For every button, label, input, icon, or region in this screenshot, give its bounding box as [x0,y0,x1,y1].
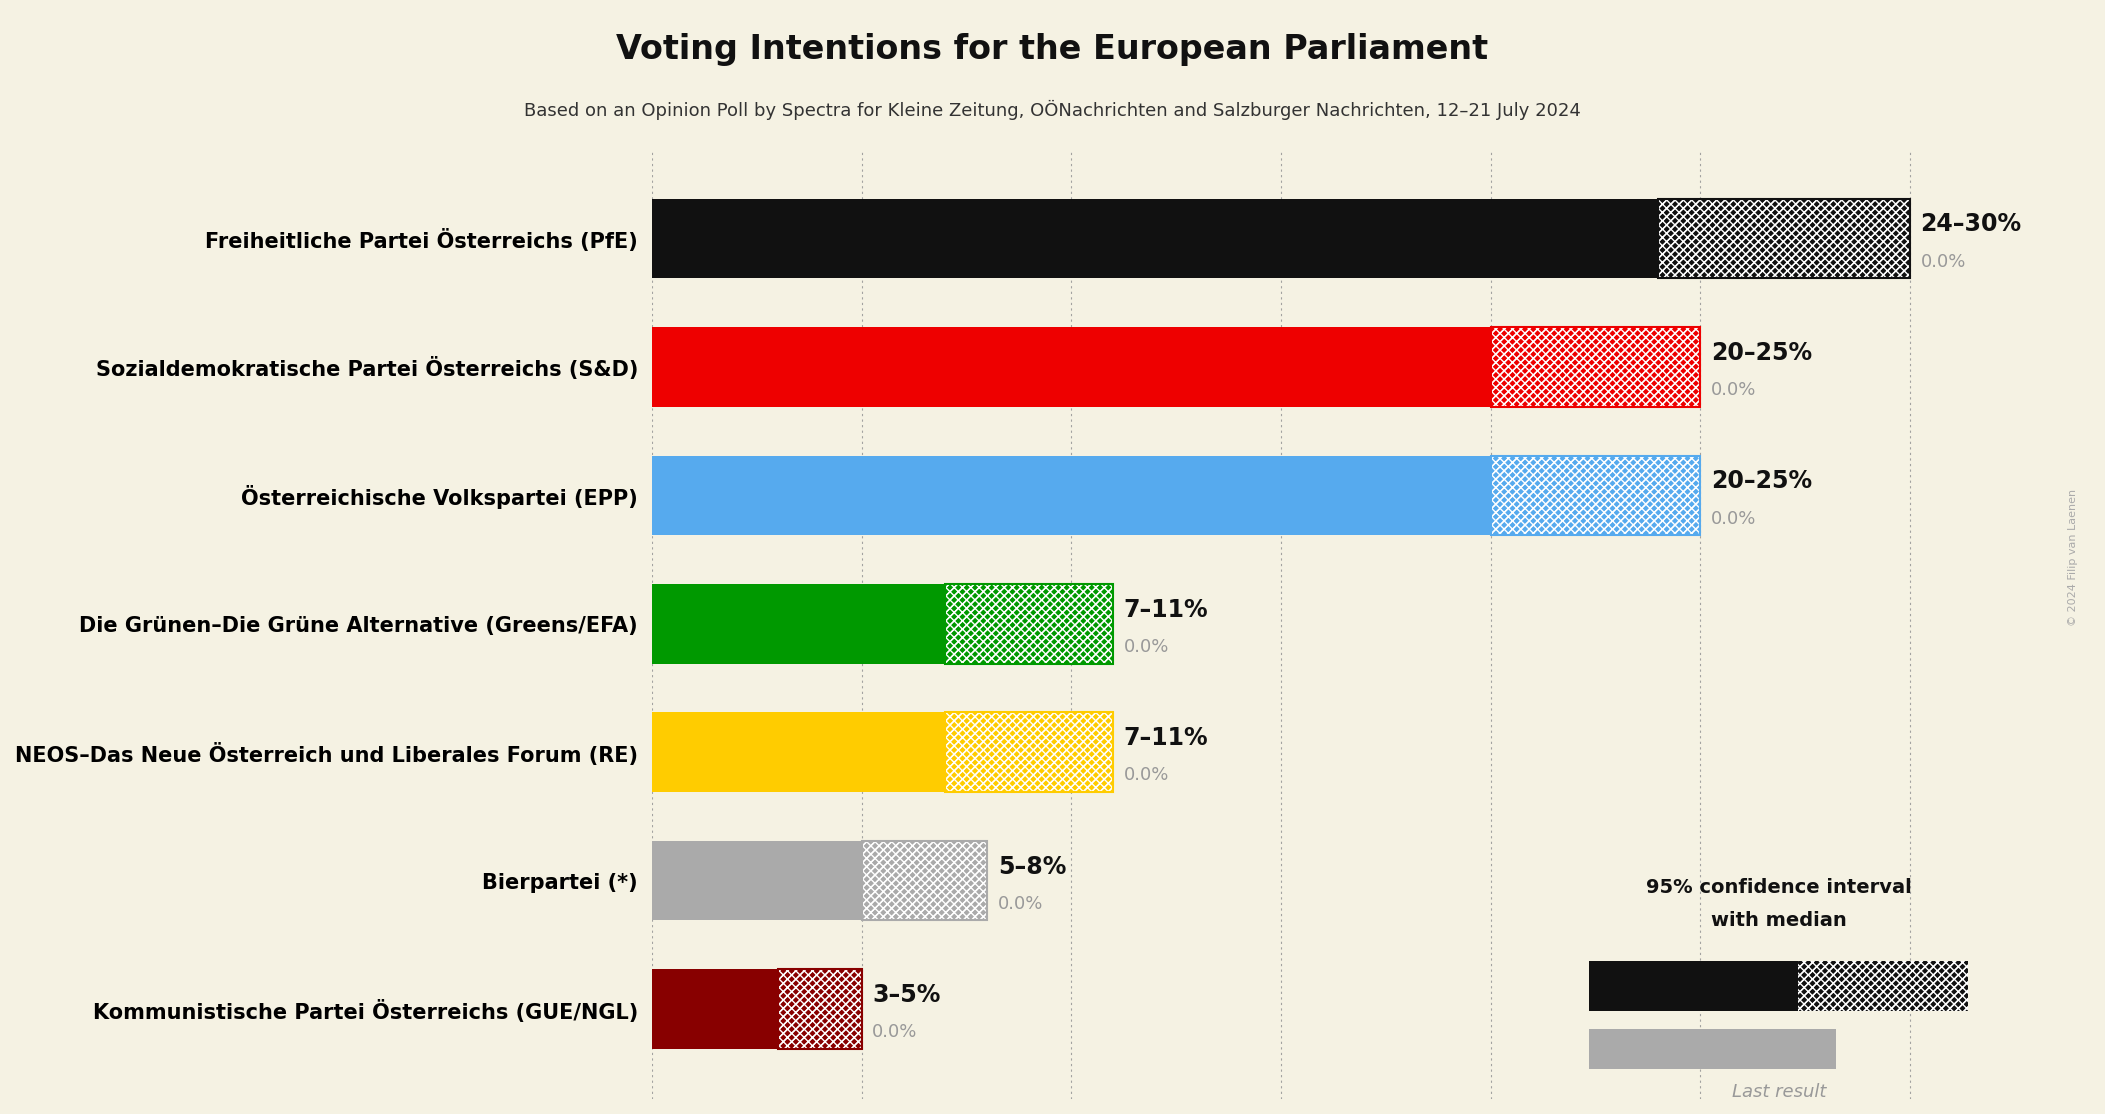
Text: 24–30%: 24–30% [1920,213,2021,236]
Bar [653,198,1659,278]
Bar [777,969,861,1049]
Bar [945,584,1114,664]
Text: 20–25%: 20–25% [1711,341,1812,365]
Bar [861,841,987,920]
Bar [653,841,861,920]
Bar [777,969,861,1049]
Text: 0.0%: 0.0% [1124,766,1168,784]
Bar [1589,1029,1836,1069]
Bar [1490,328,1701,407]
Bar [945,584,1114,664]
Text: 0.0%: 0.0% [998,895,1044,912]
Text: 7–11%: 7–11% [1124,598,1208,622]
Bar [945,713,1114,792]
Bar [1490,456,1701,535]
Text: 0.0%: 0.0% [1124,638,1168,656]
Text: 0.0%: 0.0% [1711,381,1756,399]
Bar [653,456,1490,535]
Bar [1589,960,1798,1012]
Bar [861,841,987,920]
Bar [653,713,945,792]
Bar [1798,960,1968,1012]
Text: 0.0%: 0.0% [1711,509,1756,528]
Bar [861,841,987,920]
Bar [777,969,861,1049]
Bar [945,713,1114,792]
Text: © 2024 Filip van Laenen: © 2024 Filip van Laenen [2069,488,2078,626]
Bar [1798,960,1968,1012]
Bar [945,713,1114,792]
Text: Voting Intentions for the European Parliament: Voting Intentions for the European Parli… [617,33,1488,67]
Bar [945,584,1114,664]
Text: 5–8%: 5–8% [998,854,1067,879]
Text: Last result: Last result [1732,1083,1825,1101]
Bar [1490,328,1701,407]
Text: 3–5%: 3–5% [871,983,941,1007]
Text: 0.0%: 0.0% [1920,253,1966,271]
Bar [653,969,777,1049]
Bar [1490,456,1701,535]
Bar [1490,456,1701,535]
Text: 0.0%: 0.0% [871,1024,918,1042]
Bar [653,328,1490,407]
Bar [653,584,945,664]
Text: Based on an Opinion Poll by Spectra for Kleine Zeitung, OÖNachrichten and Salzbu: Based on an Opinion Poll by Spectra for … [524,100,1581,120]
Bar [1659,198,1909,278]
Bar [1659,198,1909,278]
Text: with median: with median [1711,911,1846,930]
Text: 95% confidence interval: 95% confidence interval [1646,878,1911,897]
Text: 7–11%: 7–11% [1124,726,1208,750]
Bar [1659,198,1909,278]
Text: 20–25%: 20–25% [1711,469,1812,494]
Bar [1490,328,1701,407]
